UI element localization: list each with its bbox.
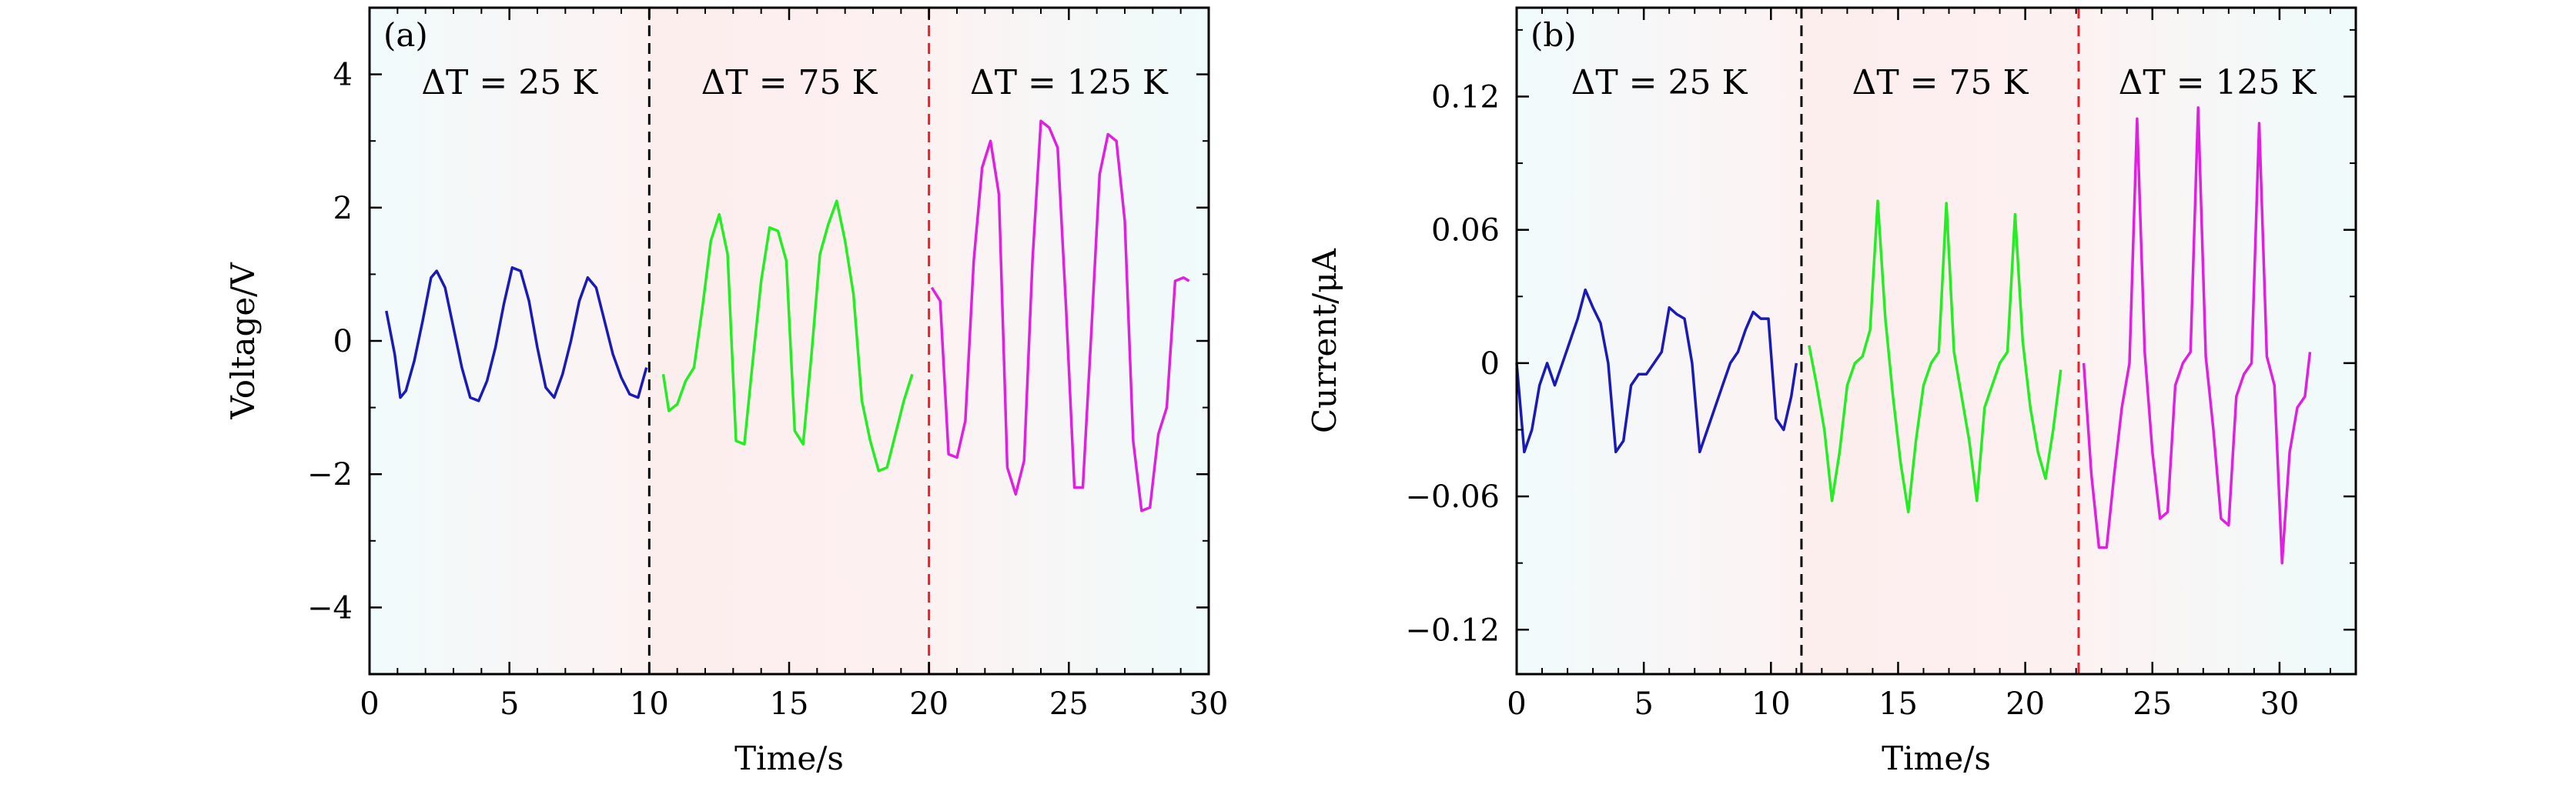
plot-frame [1515,6,2357,676]
region-label: ΔT = 75 K [1852,63,2029,102]
y-tick-label: 0.12 [1431,79,1500,115]
region-background [2078,8,2356,674]
y-axis-title: Voltage/V [224,262,262,420]
panel-label: (a) [383,16,428,54]
y-tick-label: 0 [333,324,353,359]
x-axis-title: Time/s [1882,740,1991,777]
x-tick-label: 20 [909,686,948,722]
current-chart-panel: 0 5 10 15 20 25 30 −0.12 −0.06 0 0.06 0.12 ΔT = 25 K… [1306,6,2357,777]
x-axis-title: Time/s [734,740,844,777]
y-axis-title: Current/μA [1306,248,1343,433]
x-tick-label: 5 [500,686,519,722]
x-tick-label: 10 [630,686,669,722]
series-line [661,199,914,472]
y-tick-label: −4 [307,590,353,626]
region-label: ΔT = 25 K [1571,63,1748,102]
region-label: ΔT = 75 K [701,63,878,102]
region-label: ΔT = 25 K [421,63,598,102]
y-tick-label: 0 [1480,346,1500,382]
region-background [1517,8,1802,674]
y-tick-label: −2 [307,457,353,492]
y-tick-label: −0.06 [1405,479,1500,515]
region-label: ΔT = 125 K [2119,63,2317,102]
x-tick-label: 0 [360,686,379,722]
x-tick-label: 20 [2006,686,2045,722]
series-line [385,265,648,402]
x-tick-label: 25 [2133,686,2172,722]
series-line [1808,199,2062,514]
x-tick-label: 15 [770,686,809,722]
region-background [370,8,650,674]
region-label: ΔT = 125 K [970,63,1169,102]
x-tick-label: 0 [1507,686,1526,722]
x-tick-label: 15 [1878,686,1918,722]
y-tick-label: −0.12 [1405,613,1500,648]
voltage-chart-panel: 0 5 10 15 20 25 30 −4 −2 0 2 4 ΔT = 25 K ΔT = 75 K ΔT … [224,6,1229,777]
series-line [2082,106,2312,565]
x-tick-label: 10 [1751,686,1791,722]
x-tick-label: 25 [1049,686,1089,722]
y-tick-label: 0.06 [1431,213,1500,249]
x-tick-label: 5 [1634,686,1653,722]
series-line [1515,288,1798,454]
x-tick-label: 30 [1189,686,1229,722]
x-tick-label: 30 [2260,686,2299,722]
panel-label: (b) [1531,16,1577,54]
y-tick-label: 2 [333,191,353,226]
y-tick-label: 4 [333,58,353,93]
series-line [930,119,1190,513]
